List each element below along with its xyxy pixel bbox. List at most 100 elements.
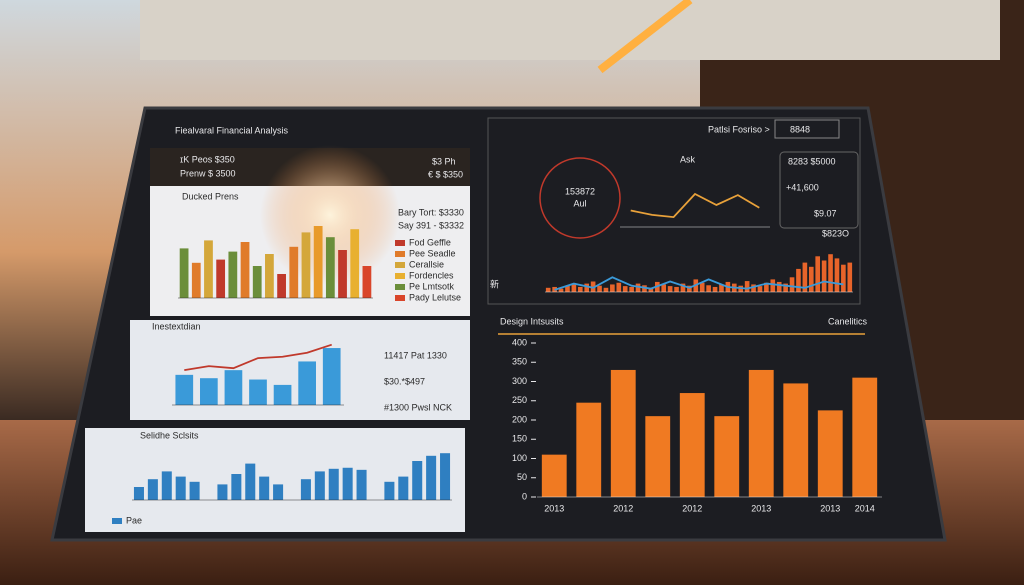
bar bbox=[231, 474, 242, 500]
bar bbox=[783, 283, 788, 292]
bar bbox=[699, 282, 705, 292]
kpi: $3 Ph bbox=[432, 156, 456, 166]
annotation: #1300 Pwsl NCK bbox=[384, 402, 452, 412]
line bbox=[184, 343, 332, 372]
y-tick-label: 300 bbox=[512, 376, 527, 386]
light-strip bbox=[597, 0, 693, 74]
nav: Patlsi Fosriso > bbox=[708, 124, 770, 134]
bar bbox=[228, 251, 238, 298]
line bbox=[630, 192, 760, 219]
bar bbox=[252, 266, 262, 298]
bar bbox=[748, 369, 774, 497]
glyph: 新 bbox=[490, 278, 499, 289]
y-tick-label: 350 bbox=[512, 357, 527, 367]
bar bbox=[313, 226, 323, 298]
legend-label: Pady Lelutse bbox=[409, 292, 461, 302]
bar bbox=[314, 471, 325, 500]
bar bbox=[635, 283, 641, 292]
kpi: ɪK Peos $350 bbox=[180, 154, 235, 164]
bar bbox=[576, 402, 602, 497]
bar bbox=[545, 287, 551, 292]
bar bbox=[298, 361, 316, 405]
bar bbox=[147, 479, 158, 500]
y-tick-label: 50 bbox=[517, 472, 527, 482]
bar bbox=[328, 468, 339, 500]
legend-label: Fod Geffle bbox=[409, 237, 451, 247]
bar bbox=[597, 285, 602, 292]
bar bbox=[325, 237, 335, 298]
legend-label: Pe Lmtsotk bbox=[409, 281, 455, 291]
panel bbox=[487, 117, 861, 305]
bar bbox=[322, 348, 341, 405]
bar bbox=[273, 484, 284, 500]
bar bbox=[179, 248, 189, 298]
bar bbox=[362, 266, 372, 298]
bar bbox=[265, 254, 274, 298]
y-tick-label: 150 bbox=[512, 434, 527, 444]
kpi-sub: $9.07 bbox=[814, 208, 837, 218]
bar bbox=[764, 282, 769, 292]
bar bbox=[817, 410, 843, 497]
bar bbox=[240, 242, 250, 298]
x-tick-label: 2014 bbox=[855, 503, 875, 513]
bar bbox=[259, 476, 270, 500]
kpi-box bbox=[779, 151, 859, 229]
bar bbox=[200, 378, 218, 405]
bar bbox=[273, 384, 292, 405]
legend-swatch bbox=[395, 251, 405, 257]
title: Fiealvaral Financial Analysis bbox=[175, 125, 289, 135]
y-tick-label: 250 bbox=[512, 395, 527, 405]
bar bbox=[776, 281, 782, 292]
kpi: 8283 $5000 bbox=[788, 156, 836, 166]
legend-swatch bbox=[395, 295, 405, 301]
annotation: 11417 Pat 1330 bbox=[384, 350, 447, 360]
ring bbox=[539, 157, 621, 239]
bar bbox=[571, 284, 577, 292]
bar bbox=[356, 469, 367, 500]
legend-swatch bbox=[395, 284, 405, 290]
chart-title: Inestextdian bbox=[152, 321, 201, 331]
bar bbox=[350, 229, 360, 298]
y-tick-label: 400 bbox=[512, 337, 527, 347]
bar bbox=[558, 288, 564, 292]
bar bbox=[642, 285, 647, 292]
chart-subtitle: Canelitics bbox=[828, 316, 868, 326]
bar bbox=[216, 259, 226, 298]
bar bbox=[648, 287, 654, 292]
kpi: Prenw $ 3500 bbox=[180, 168, 236, 178]
x-tick-label: 2013 bbox=[820, 503, 840, 513]
kpi-main: +41,600 bbox=[786, 182, 819, 192]
annotation: $30.*$497 bbox=[384, 376, 425, 386]
bar bbox=[541, 454, 567, 497]
bar bbox=[300, 479, 311, 500]
bar bbox=[789, 277, 795, 292]
y-tick-label: 200 bbox=[512, 414, 527, 424]
bar bbox=[847, 262, 853, 292]
bar bbox=[751, 284, 756, 292]
chart-title: Selidhe Sclsits bbox=[140, 430, 199, 440]
annotation: Say 391 - $3332 bbox=[398, 220, 464, 230]
bar bbox=[679, 393, 705, 497]
bar bbox=[610, 284, 615, 292]
legend-label: Pae bbox=[126, 515, 142, 525]
badge: 8848 bbox=[790, 124, 810, 134]
bar bbox=[584, 283, 590, 292]
bar bbox=[821, 260, 827, 292]
x-tick-label: 2012 bbox=[682, 503, 702, 513]
bar bbox=[661, 284, 667, 292]
ceiling bbox=[140, 0, 1000, 60]
bar bbox=[161, 471, 172, 500]
bar bbox=[224, 370, 243, 405]
bar bbox=[245, 463, 256, 500]
bar bbox=[808, 266, 814, 292]
legend-label: Fordencles bbox=[409, 270, 454, 280]
bar bbox=[796, 268, 801, 292]
bar bbox=[217, 484, 228, 500]
bar bbox=[412, 461, 423, 500]
legend-swatch bbox=[395, 262, 405, 268]
legend-swatch bbox=[395, 273, 405, 279]
bar bbox=[714, 416, 740, 497]
bar bbox=[719, 284, 724, 292]
bar bbox=[289, 246, 299, 298]
line bbox=[554, 276, 844, 291]
